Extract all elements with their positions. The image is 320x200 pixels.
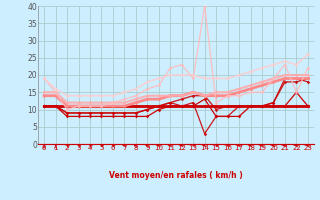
X-axis label: Vent moyen/en rafales ( km/h ): Vent moyen/en rafales ( km/h ) (109, 171, 243, 180)
